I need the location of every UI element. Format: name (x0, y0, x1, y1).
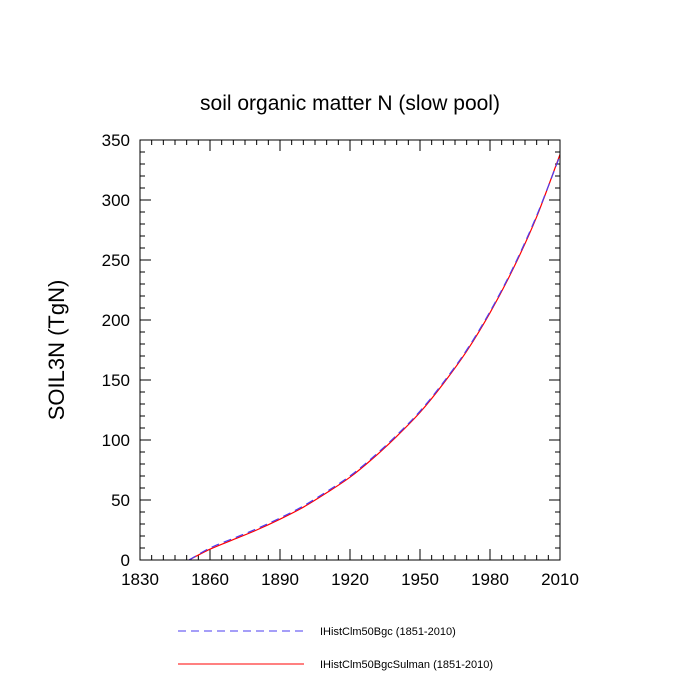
plot-frame (139, 139, 561, 561)
legend: IHistClm50Bgc (1851-2010) IHistClm50BgcSu… (178, 626, 493, 671)
x-tick-label: 1950 (401, 570, 439, 589)
y-axis-label: SOIL3N (TgN) (44, 280, 69, 421)
y-tick-label: 100 (102, 431, 130, 450)
y-tick-label: 0 (121, 551, 130, 570)
chart-title: soil organic matter N (slow pool) (200, 92, 500, 115)
y-tick-label: 200 (102, 311, 130, 330)
x-tick-label: 1890 (261, 570, 299, 589)
legend-label-1: IHistClm50Bgc (1851-2010) (320, 626, 456, 638)
y-tick-label: 250 (102, 251, 130, 270)
axis-tick-labels: 1830 1860 1890 1920 1950 1980 2010 0 50 100 150 200… (102, 131, 579, 589)
x-tick-label: 1830 (121, 570, 159, 589)
axis-ticks (139, 139, 561, 561)
y-tick-label: 50 (111, 491, 130, 510)
x-tick-label: 1920 (331, 570, 369, 589)
x-tick-label: 2010 (541, 570, 579, 589)
x-tick-label: 1860 (191, 570, 229, 589)
x-tick-label: 1980 (471, 570, 509, 589)
series-line-1 (188, 155, 561, 561)
legend-label-2: IHistClm50BgcSulman (1851-2010) (320, 659, 493, 671)
y-tick-label: 150 (102, 371, 130, 390)
series-line-2 (188, 154, 561, 561)
y-tick-label: 350 (102, 131, 130, 150)
y-tick-label: 300 (102, 191, 130, 210)
plot-series (188, 154, 561, 561)
